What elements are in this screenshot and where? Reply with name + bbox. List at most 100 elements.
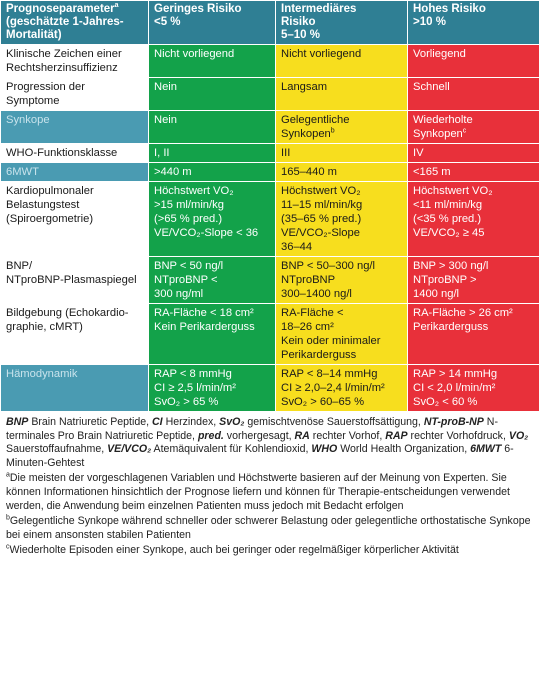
cell-low-risk: Nein: [148, 110, 276, 144]
table-row: Klinische Zeichen einer Rechtsherzinsuffi…: [0, 44, 539, 78]
cell-mid-risk: III: [275, 143, 408, 163]
cell-line: NTproBNP >: [413, 274, 477, 286]
footnote-mark: c: [462, 127, 467, 135]
table-row: Synkope Nein Gelegentliche Synkopenb Wiederh…: [0, 110, 539, 144]
abbr-key: VE/VCO₂: [107, 443, 152, 456]
footnote-a: aDie meisten der vorgeschlagenen Variabl…: [6, 472, 533, 513]
cell-line: SvO₂ > 65 %: [154, 396, 219, 408]
footnote-b-text: Gelegentliche Synkope während schneller …: [6, 515, 531, 541]
cell-high-risk: Höchstwert VO₂ <11 ml/min/kg (<35 % pred.)…: [407, 181, 539, 257]
abbr-value: Atemäquivalent für Kohlendioxid,: [151, 443, 312, 456]
row-label: WHO-Funktionsklasse: [0, 143, 149, 163]
row-label: Synkope: [0, 110, 149, 144]
cell-high-risk: RA-Fläche > 26 cm² Perikarderguss: [407, 303, 539, 365]
cell-line: RA-Fläche <: [281, 307, 344, 319]
cell-line: (35–65 % pred.): [281, 213, 362, 225]
cell-line: BNP < 50–300 ng/l: [281, 260, 376, 272]
cell-high-risk: Vorliegend: [407, 44, 539, 78]
cell-line: SvO₂ > 60–65 %: [281, 396, 365, 408]
footnote-a-text: Die meisten der vorgeschlagenen Variable…: [6, 472, 510, 512]
cell-line: Risiko: [281, 16, 316, 28]
cell-line: BNP/: [6, 260, 33, 272]
cell-line: VE/VCO₂-Slope: [281, 227, 360, 239]
cell-line: Perikarderguss: [413, 321, 489, 333]
cell-line: Synkope: [6, 114, 50, 126]
cell-line: RAP < 8–14 mmHg: [281, 368, 378, 380]
footnote-mark: a: [6, 471, 10, 479]
cell-line: 11–15 ml/min/kg: [281, 199, 363, 211]
cell-line: Synkopenb: [281, 127, 335, 140]
cell-line: Nicht vorliegend: [154, 48, 235, 60]
row-label: Klinische Zeichen einer Rechtsherzinsuffi…: [0, 44, 149, 78]
table-row: WHO-Funktionsklasse I, II III IV: [0, 143, 539, 163]
cell-line: <165 m: [413, 166, 451, 178]
cell-mid-risk: Gelegentliche Synkopenb: [275, 110, 408, 144]
abbr-key: WHO: [311, 443, 338, 456]
abbr-key: CI: [152, 416, 163, 428]
cell-line: RA-Fläche > 26 cm²: [413, 307, 513, 319]
cell-line: Wiederholte: [413, 114, 473, 126]
risk-table-figure: Prognoseparametera (geschätzte 1-Jahres-…: [0, 0, 539, 557]
cell-line: <5 %: [154, 16, 181, 28]
cell-line: WHO-Funktionsklasse: [6, 147, 118, 159]
cell-mid-risk: Nicht vorliegend: [275, 44, 408, 78]
table-row: BNP/NTproBNP-Plasmaspiegel BNP < 50 ng/l N…: [0, 256, 539, 304]
row-label: Kardiopulmonaler Belastungstest (Spiroergo…: [0, 181, 149, 257]
abbr-value: rechter Vorhofdruck,: [407, 429, 509, 442]
abbr-key: pred.: [197, 429, 224, 442]
cell-line: RAP > 14 mmHg: [413, 368, 498, 380]
abbr-key: RAP: [385, 429, 408, 442]
cell-line: CI ≥ 2,0–2,4 l/min/m²: [281, 382, 385, 394]
cell-line: (Spiroergometrie): [6, 213, 94, 225]
cell-line: Nicht vorliegend: [281, 48, 362, 60]
cell-line: NTproBNP: [281, 274, 336, 286]
abbr-value: gemischtvenöse Sauerstoffsättigung,: [244, 416, 424, 428]
cell-line: Intermediäres: [281, 3, 357, 15]
table-row: Hämodynamik RAP < 8 mmHg CI ≥ 2,5 l/min/m²…: [0, 364, 539, 412]
abbr-key: NT-proB-NP: [423, 416, 484, 428]
cell-mid-risk: BNP < 50–300 ng/l NTproBNP 300–1400 ng/l: [275, 256, 408, 304]
cell-high-risk: BNP > 300 ng/l NTproBNP > 1400 ng/l: [407, 256, 539, 304]
footnote-c-text: Wiederholte Episoden einer Synkope, auch…: [9, 544, 459, 557]
cell-line: CI ≥ 2,5 l/min/m²: [154, 382, 236, 394]
abbr-value: World Health Organization,: [337, 443, 471, 456]
cell-mid-risk: RAP < 8–14 mmHg CI ≥ 2,0–2,4 l/min/m² SvO₂…: [275, 364, 408, 412]
cell-line: Progression der: [6, 81, 85, 93]
header-parameter: Prognoseparametera (geschätzte 1-Jahres-…: [0, 0, 149, 45]
cell-line: >10 %: [413, 16, 446, 28]
row-label: Bildgebung (Echokardio-graphie, cMRT): [0, 303, 149, 365]
cell-line: 5–10 %: [281, 29, 321, 41]
abbr-value: Brain Natriuretic Peptide,: [28, 416, 153, 428]
abbr-key: SvO₂: [219, 416, 245, 428]
cell-line: 1400 ng/l: [413, 288, 460, 300]
footnote-b: bGelegentliche Synkope während schneller…: [6, 515, 533, 542]
cell-low-risk: BNP < 50 ng/l NTproBNP < 300 ng/ml: [148, 256, 276, 304]
cell-line: Bildgebung (Echokardio-: [6, 307, 129, 319]
cell-high-risk: IV: [407, 143, 539, 163]
cell-high-risk: Schnell: [407, 77, 539, 111]
cell-line: Nein: [154, 81, 178, 93]
footnote-mark: b: [330, 127, 335, 135]
cell-line: Rechtsherzinsuffizienz: [6, 62, 118, 74]
table-row: Bildgebung (Echokardio-graphie, cMRT) RA-…: [0, 303, 539, 365]
cell-line: Symptome: [6, 95, 60, 107]
cell-mid-risk: Langsam: [275, 77, 408, 111]
cell-line: Vorliegend: [413, 48, 466, 60]
cell-line: Geringes Risiko: [154, 3, 242, 15]
abbr-value: Sauerstoffaufnahme,: [6, 443, 108, 456]
cell-line: Langsam: [281, 81, 328, 93]
cell-low-risk: Nicht vorliegend: [148, 44, 276, 78]
header-mid-risk: Intermediäres Risiko 5–10 %: [275, 0, 408, 45]
table-row: Kardiopulmonaler Belastungstest (Spiroergo…: [0, 181, 539, 257]
cell-line: Kein oder minimaler: [281, 335, 381, 347]
cell-high-risk: RAP > 14 mmHg CI < 2,0 l/min/m² SvO₂ < 60 …: [407, 364, 539, 412]
risk-table: Prognoseparametera (geschätzte 1-Jahres-…: [0, 0, 539, 412]
cell-line: BNP > 300 ng/l: [413, 260, 489, 272]
table-body: Klinische Zeichen einer Rechtsherzinsuffi…: [0, 44, 539, 412]
cell-line: graphie, cMRT): [6, 321, 83, 333]
header-row: Prognoseparametera (geschätzte 1-Jahres-…: [0, 0, 539, 45]
footnote-mark: c: [6, 543, 10, 551]
row-label: Progression der Symptome: [0, 77, 149, 111]
header-high-risk: Hohes Risiko >10 %: [407, 0, 539, 45]
cell-high-risk: Wiederholte Synkopenc: [407, 110, 539, 144]
